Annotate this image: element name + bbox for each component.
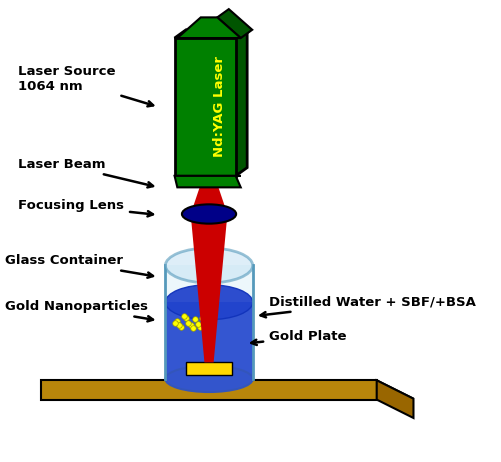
Ellipse shape [165, 285, 252, 320]
Polygon shape [177, 176, 240, 177]
Polygon shape [190, 177, 227, 214]
Polygon shape [41, 380, 376, 400]
Bar [174, 38, 235, 176]
Ellipse shape [181, 204, 235, 224]
Polygon shape [376, 380, 413, 418]
Text: Laser Source
1064 nm: Laser Source 1064 nm [19, 66, 153, 106]
Ellipse shape [165, 248, 252, 283]
Ellipse shape [165, 366, 252, 392]
Text: Gold Plate: Gold Plate [251, 330, 346, 345]
Polygon shape [177, 18, 240, 38]
Polygon shape [174, 176, 240, 188]
Text: Gold Nanoparticles: Gold Nanoparticles [5, 300, 153, 322]
Polygon shape [235, 30, 246, 176]
Text: Distilled Water + SBF/+BSA: Distilled Water + SBF/+BSA [260, 296, 474, 317]
Text: Focusing Lens: Focusing Lens [19, 199, 153, 216]
Polygon shape [217, 9, 252, 38]
Polygon shape [41, 380, 413, 399]
Bar [186, 362, 231, 375]
Text: Laser Beam: Laser Beam [19, 158, 153, 188]
Polygon shape [190, 214, 227, 362]
Text: Nd:YAG Laser: Nd:YAG Laser [212, 56, 225, 158]
Polygon shape [174, 30, 246, 38]
Bar [165, 302, 252, 379]
Bar [165, 266, 252, 379]
Text: Glass Container: Glass Container [5, 255, 153, 278]
